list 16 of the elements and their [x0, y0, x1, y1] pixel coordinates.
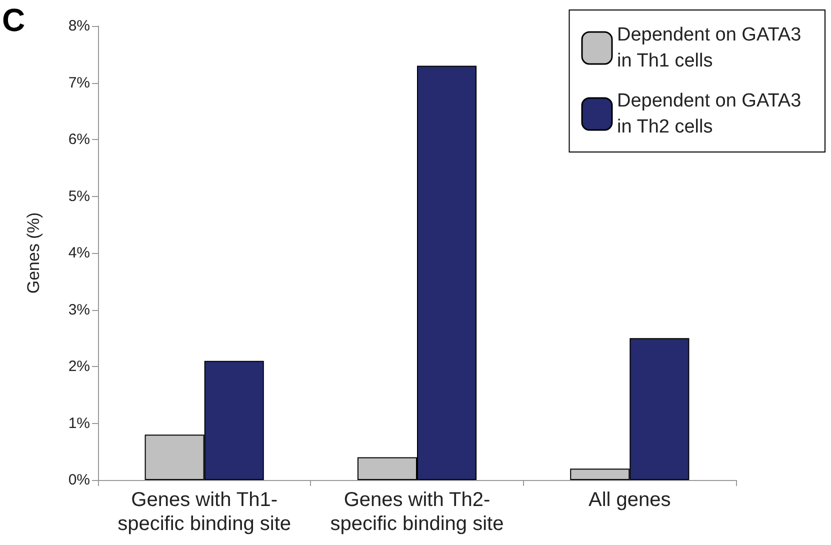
y-tick-label: 6% [68, 131, 90, 148]
y-axis-title: Genes (%) [24, 212, 43, 294]
y-tick-label: 1% [68, 414, 90, 432]
legend-label: Dependent on GATA3 in Th2 cells [617, 90, 806, 138]
y-tick-label: 8% [68, 18, 90, 34]
text: C [2, 2, 26, 38]
y-tick-label: 3% [68, 301, 90, 318]
legend-label: Dependent on GATA3 in Th1 cells [617, 24, 806, 72]
y-tick-label: 4% [68, 244, 90, 262]
y-tick-label: 7% [68, 74, 90, 92]
x-tick-label: Genes with Th2- specific binding site [330, 489, 504, 535]
y-tick-label: 5% [68, 188, 90, 205]
x-tick-label: Genes with Th1- specific binding site [118, 489, 292, 535]
y-tick-label: 0% [68, 472, 90, 488]
x-tick-label: All genes [588, 489, 671, 511]
y-tick-label: 2% [68, 358, 90, 375]
